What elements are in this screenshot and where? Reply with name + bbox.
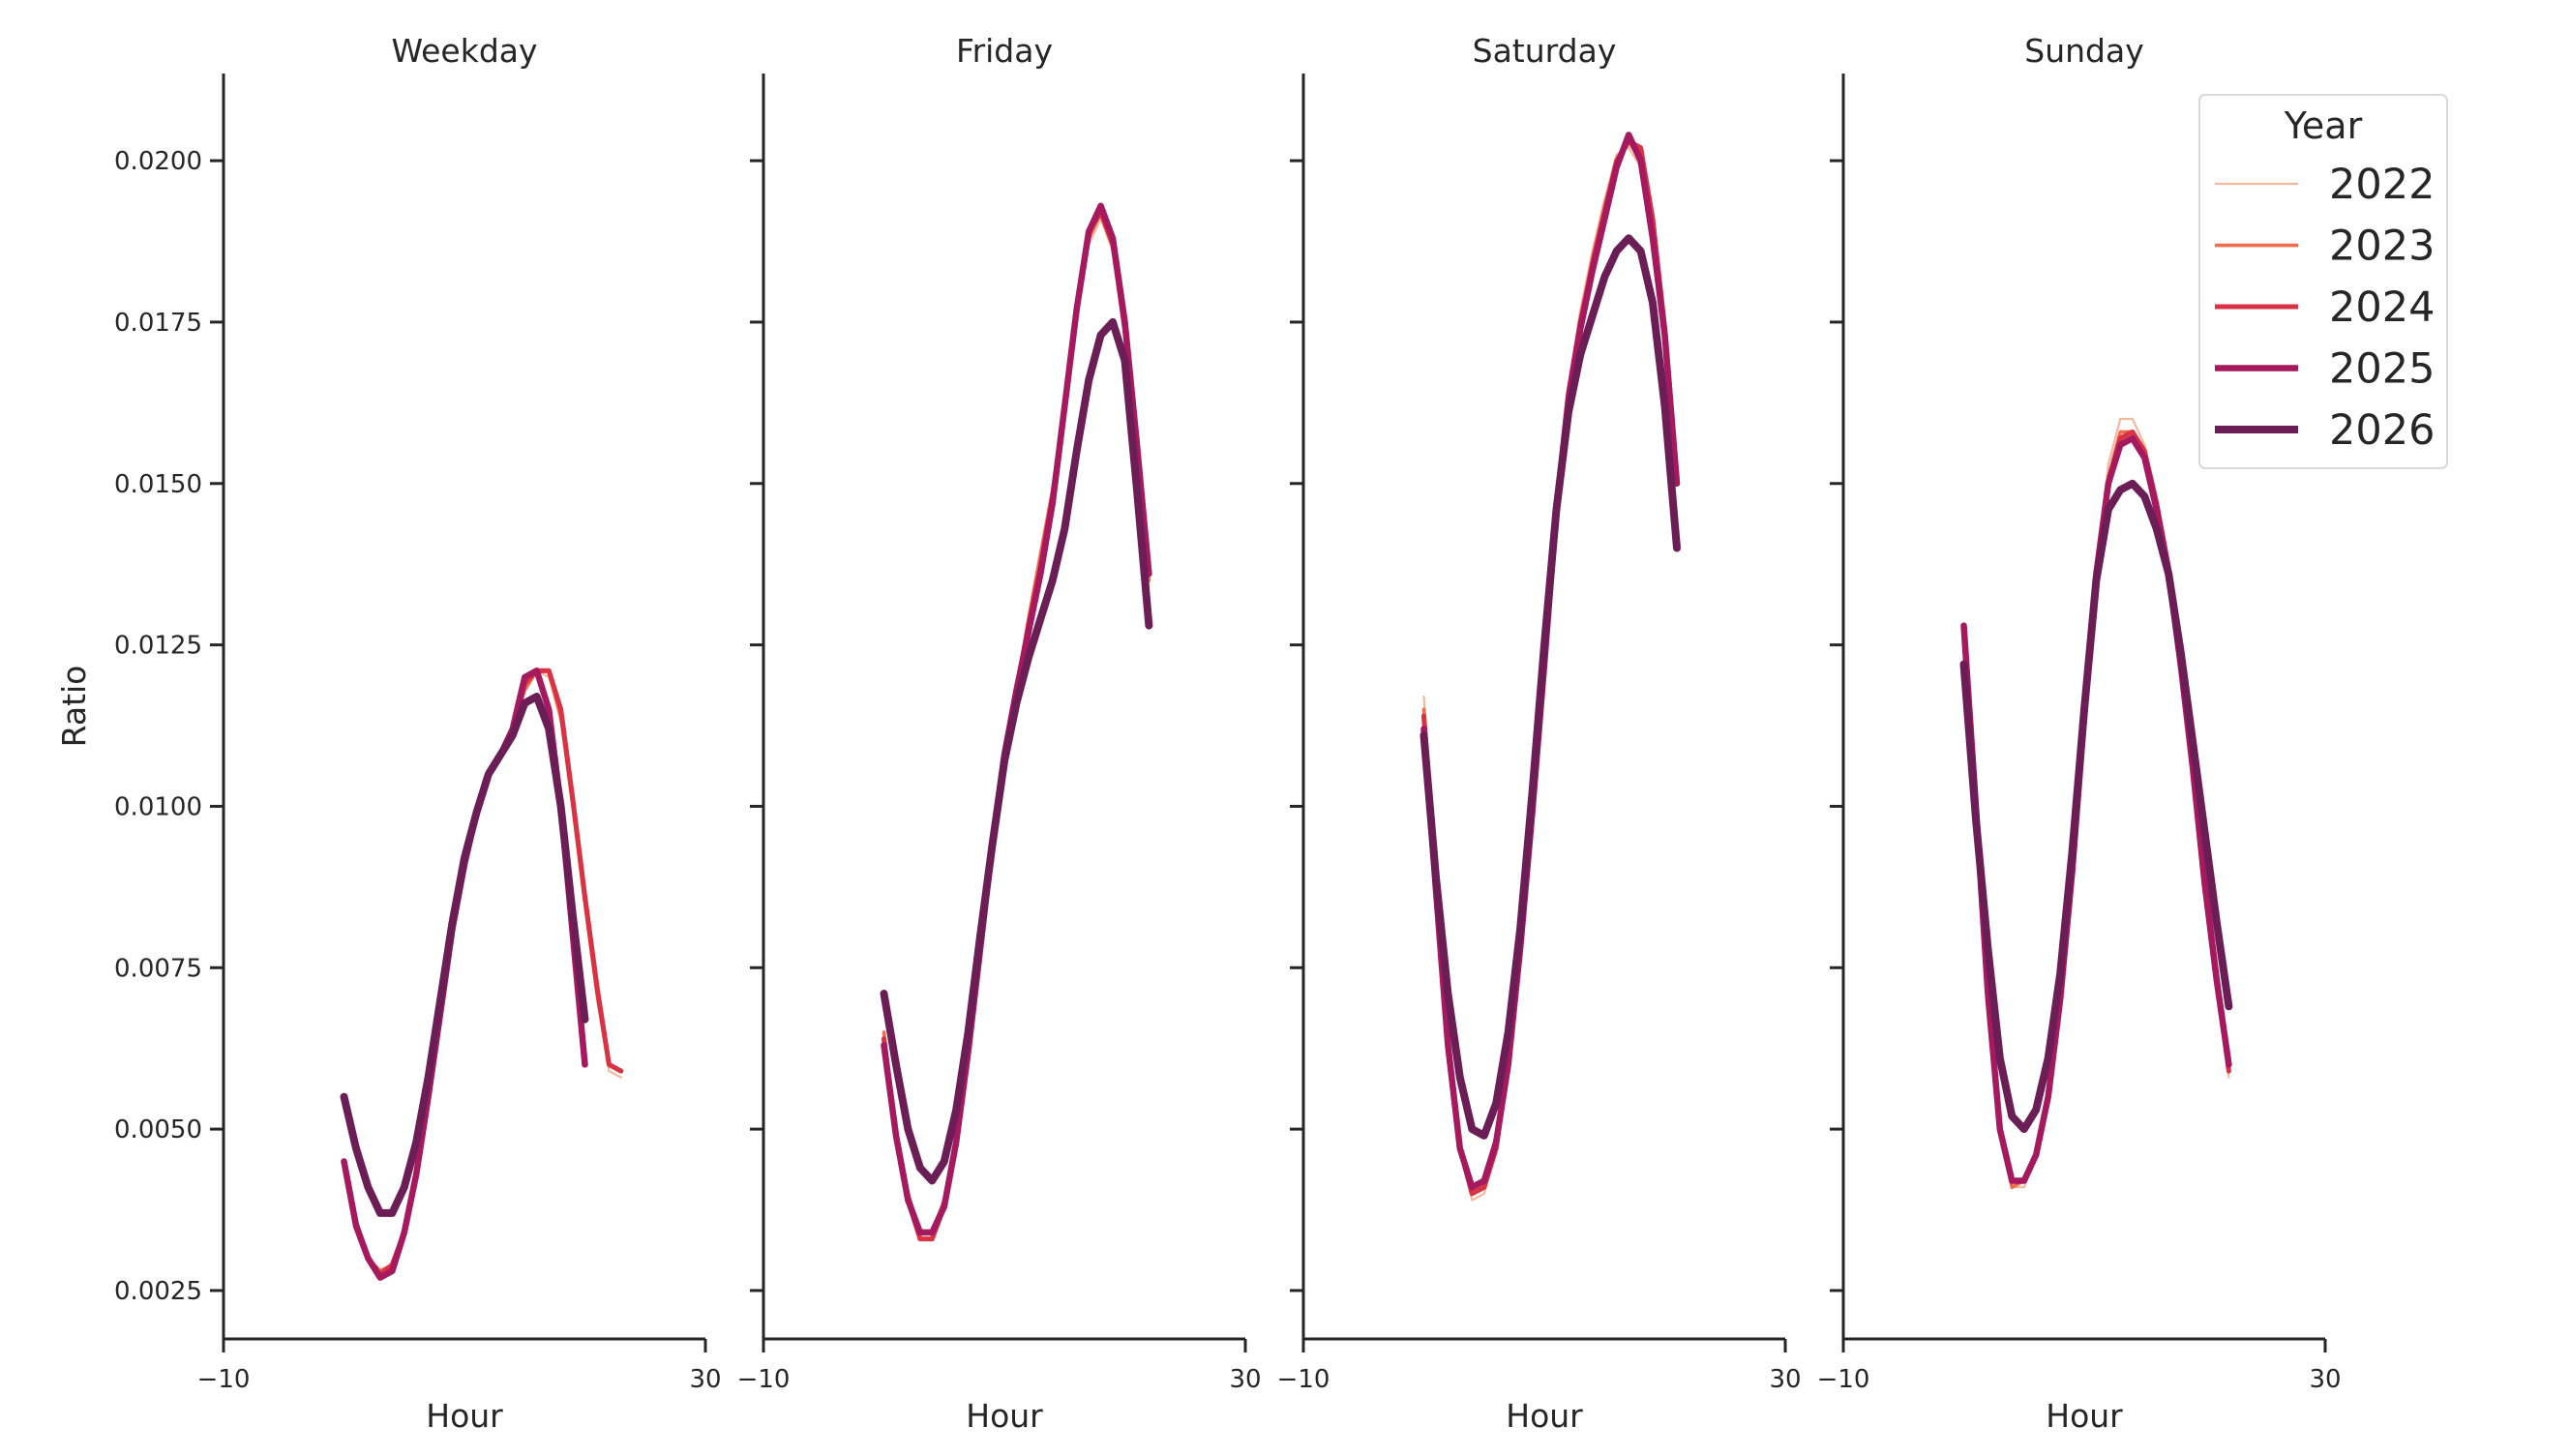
panel-sunday: Sunday −10 30 Hour	[1817, 32, 2342, 1435]
x-tick-label: −10	[1817, 1365, 1870, 1394]
x-axis-label: Hour	[2046, 1397, 2123, 1435]
x-tick-label: 30	[2309, 1365, 2341, 1394]
panel-friday: Friday −10 30 Hour	[737, 32, 1262, 1435]
y-axis-label: Ratio	[55, 666, 93, 748]
series-line-2024	[881, 209, 1151, 1242]
series-line-2023	[1421, 139, 1679, 1196]
y-tick-label: 0.0175	[114, 309, 202, 338]
legend-label-2024: 2024	[2329, 283, 2435, 332]
panels-group: Weekday 0.0025 0.0050 0.0075 0.0100 0.0125 0.0…	[55, 32, 2342, 1435]
series-line-2023	[882, 210, 1151, 1234]
panel-title: Sunday	[2024, 32, 2143, 70]
legend: Year 2022 2023 2024 2025 2026	[2198, 94, 2448, 469]
series-line-2025	[341, 668, 588, 1281]
legend-label-2022: 2022	[2329, 161, 2435, 209]
series-line-2025	[1420, 132, 1681, 1191]
x-tick-label: 30	[1769, 1365, 1801, 1394]
y-tick-label: 0.0075	[114, 954, 202, 983]
legend-title: Year	[2284, 104, 2363, 147]
y-tick-label: 0.0050	[114, 1115, 202, 1144]
legend-box	[2198, 94, 2448, 469]
x-tick-label: −10	[197, 1365, 251, 1394]
series-line-2024	[1420, 138, 1680, 1197]
series-line-2026	[880, 317, 1153, 1185]
x-axis-label: Hour	[966, 1397, 1043, 1435]
panel-title: Weekday	[391, 32, 537, 70]
panel-title: Friday	[956, 32, 1053, 70]
legend-label-2025: 2025	[2329, 345, 2435, 394]
x-axis-label: Hour	[1506, 1397, 1583, 1435]
panel-weekday: Weekday 0.0025 0.0050 0.0075 0.0100 0.0125 0.0…	[114, 32, 722, 1435]
series-line-2026	[1419, 234, 1681, 1140]
series-line-2026	[340, 693, 589, 1217]
y-tick-label: 0.0200	[114, 147, 202, 176]
x-axis-label: Hour	[426, 1397, 503, 1435]
y-tick-label: 0.0125	[114, 632, 202, 661]
x-tick-label: 30	[689, 1365, 721, 1394]
panel-saturday: Saturday −10 30 Hour	[1277, 32, 1802, 1435]
series-line-2022	[1422, 146, 1679, 1202]
panel-title: Saturday	[1473, 32, 1617, 70]
x-tick-label: −10	[737, 1365, 791, 1394]
x-tick-label: 30	[1229, 1365, 1261, 1394]
series-line-2022	[882, 218, 1151, 1233]
y-tick-label: 0.0150	[114, 470, 202, 499]
legend-label-2026: 2026	[2329, 406, 2435, 455]
legend-label-2023: 2023	[2329, 223, 2435, 271]
y-tick-label: 0.0025	[114, 1277, 202, 1306]
series-line-2026	[1959, 479, 2233, 1134]
y-tick-label: 0.0100	[114, 792, 202, 821]
x-tick-label: −10	[1277, 1365, 1330, 1394]
